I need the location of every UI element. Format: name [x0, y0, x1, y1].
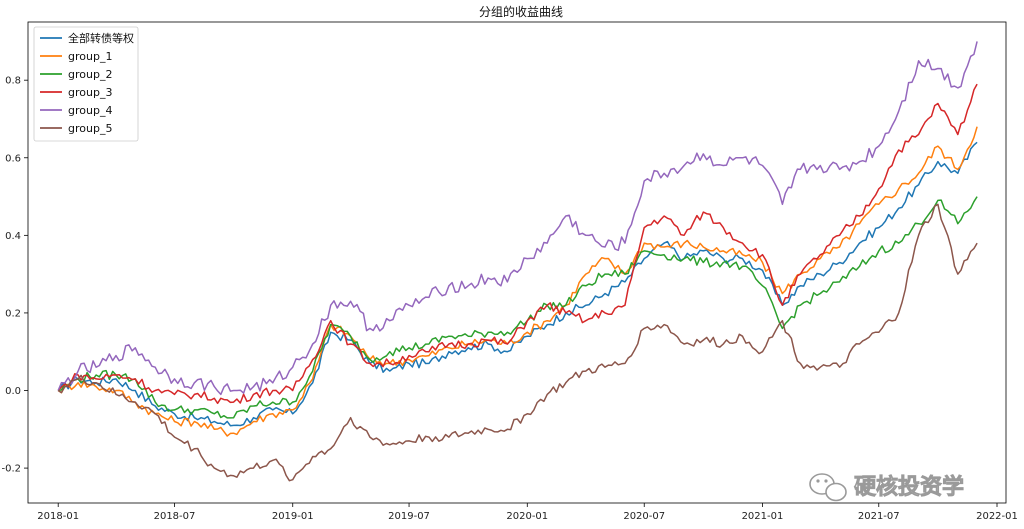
y-tick-label: 0.6: [5, 153, 21, 164]
legend-label: group_3: [68, 86, 112, 99]
x-tick-label: 2018-01: [37, 511, 79, 522]
x-tick-label: 2020-01: [506, 511, 548, 522]
series-line-4: [57, 41, 978, 396]
wechat-icon: [809, 473, 847, 502]
legend-label: 全部转债等权: [68, 31, 134, 45]
legend: 全部转债等权 group_1 group_2 group_3 group_4 group_…: [33, 26, 139, 142]
y-tick-label: 0.0: [5, 386, 21, 397]
x-tick-label: 2021-01: [742, 511, 784, 522]
watermark-text: 硬核投资学: [854, 474, 964, 500]
watermark: 硬核投资学: [809, 473, 964, 502]
legend-label: group_5: [68, 122, 112, 135]
series-line-3: [57, 83, 978, 405]
y-tick-label: 0.8: [5, 76, 21, 87]
y-tick-label: 0.4: [5, 231, 21, 242]
series-line-2: [58, 196, 978, 419]
x-tick-label: 2019-01: [272, 511, 314, 522]
legend-label: group_2: [68, 68, 112, 81]
series-line-0: [57, 141, 978, 427]
x-tick-label: 2021-07: [858, 511, 900, 522]
x-tick-label: 2020-07: [623, 511, 665, 522]
plot-frame: [27, 21, 1007, 504]
y-tick-label: 0.2: [5, 308, 21, 319]
x-axis: 2018-01 2018-07 2019-01 2019-07 2020-01 2020-…: [37, 503, 1018, 522]
x-tick-label: 2022-01: [976, 511, 1018, 522]
legend-label: group_4: [68, 104, 112, 117]
y-axis: -0.2 0.0 0.2 0.4 0.6 0.8: [1, 76, 28, 475]
series-lines: [57, 41, 978, 482]
x-tick-label: 2019-07: [388, 511, 430, 522]
series-line-5: [57, 203, 978, 482]
chart-title: 分组的收益曲线: [479, 4, 563, 19]
y-tick-label: -0.2: [1, 464, 21, 475]
legend-label: group_1: [68, 50, 112, 63]
x-tick-label: 2018-07: [154, 511, 196, 522]
